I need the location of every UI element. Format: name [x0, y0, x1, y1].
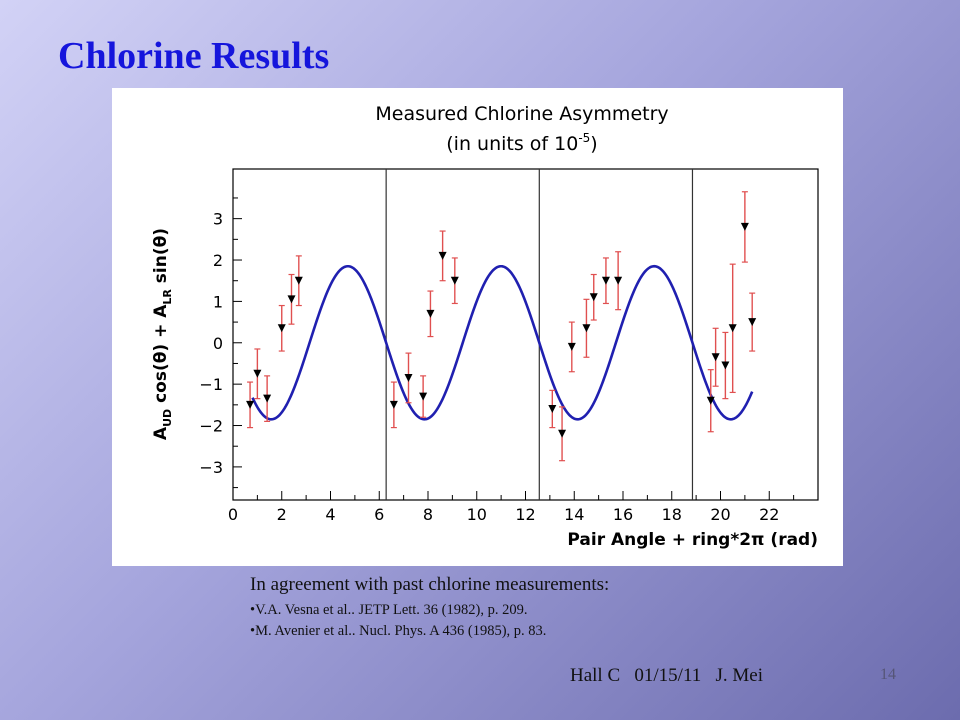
ring-boundaries	[385, 169, 694, 500]
reference-list: V.A. Vesna et al.. JETP Lett. 36 (1982),…	[250, 600, 609, 642]
ylabel-mid: cos(θ) + A	[151, 304, 171, 409]
data-point	[438, 251, 447, 260]
data-point	[277, 324, 286, 333]
data-point	[246, 400, 255, 409]
plot-frame	[232, 168, 819, 501]
data-point	[706, 396, 715, 405]
data-point	[601, 276, 610, 285]
y-tick-label: −1	[199, 375, 223, 394]
fit-curve-group	[251, 264, 754, 421]
notes: In agreement with past chlorine measurem…	[250, 574, 609, 642]
data-point	[589, 293, 598, 302]
x-axis-label: Pair Angle + ring*2π (rad)	[567, 530, 818, 550]
ylabel-a1: A	[151, 426, 171, 440]
y-tick-label: 1	[213, 292, 223, 311]
data-point	[450, 276, 459, 285]
fit-curve	[251, 264, 754, 421]
y-tick-label: −3	[199, 458, 223, 477]
y-tick-label: 2	[213, 251, 223, 270]
title-units-prefix: (in units of 10	[446, 133, 578, 155]
data-point	[404, 373, 413, 382]
chart-title-line1: Measured Chlorine Asymmetry	[375, 103, 668, 125]
data-point	[582, 324, 591, 333]
data-point	[287, 295, 296, 304]
footer: Hall C 01/15/11 J. Mei	[570, 665, 763, 686]
data-point	[419, 392, 428, 401]
data-point	[728, 324, 737, 333]
y-tick-label: −2	[199, 417, 223, 436]
x-tick-label: 6	[374, 505, 384, 524]
data-point	[548, 404, 557, 413]
y-axis-label: AUD cos(θ) + ALR sin(θ)	[151, 228, 174, 440]
data-point	[740, 222, 749, 231]
title-units-exponent: -5	[578, 131, 590, 145]
data-point	[614, 276, 623, 285]
x-tick-label: 10	[467, 505, 487, 524]
x-tick-label: 20	[710, 505, 730, 524]
data-point	[294, 276, 303, 285]
slide-title: Chlorine Results	[58, 35, 330, 77]
data-point	[711, 353, 720, 362]
chart-title-line2: (in units of 10-5)	[446, 131, 597, 155]
title-units-suffix: )	[590, 133, 597, 155]
data-point	[721, 361, 730, 370]
notes-intro: In agreement with past chlorine measurem…	[250, 574, 610, 595]
data-point	[263, 394, 272, 403]
data-points	[246, 191, 757, 462]
slide-number: 14	[880, 666, 896, 683]
asymmetry-chart: Measured Chlorine Asymmetry (in units of…	[151, 103, 819, 550]
data-point	[748, 318, 757, 327]
x-tick-label: 22	[759, 505, 779, 524]
x-tick-label: 4	[325, 505, 335, 524]
axes	[232, 168, 819, 501]
y-tick-label: 0	[213, 334, 223, 353]
reference-item: M. Avenier et al.. Nucl. Phys. A 436 (19…	[250, 621, 609, 642]
chart-panel: Measured Chlorine Asymmetry (in units of…	[112, 88, 843, 566]
x-tick-label: 2	[277, 505, 287, 524]
data-point	[558, 429, 567, 438]
y-tick-label: 3	[213, 210, 223, 229]
ylabel-end: sin(θ)	[151, 228, 171, 289]
x-tick-label: 8	[423, 505, 433, 524]
x-tick-label: 18	[662, 505, 682, 524]
x-tick-label: 0	[228, 505, 238, 524]
reference-item: V.A. Vesna et al.. JETP Lett. 36 (1982),…	[250, 600, 609, 621]
x-tick-label: 16	[613, 505, 633, 524]
data-point	[426, 309, 435, 318]
data-point	[389, 400, 398, 409]
x-tick-label: 12	[515, 505, 535, 524]
data-point	[253, 369, 262, 378]
ylabel-sub-lr: LR	[161, 289, 174, 305]
data-point	[567, 342, 576, 351]
x-tick-label: 14	[564, 505, 584, 524]
ylabel-sub-ud: UD	[161, 409, 174, 427]
